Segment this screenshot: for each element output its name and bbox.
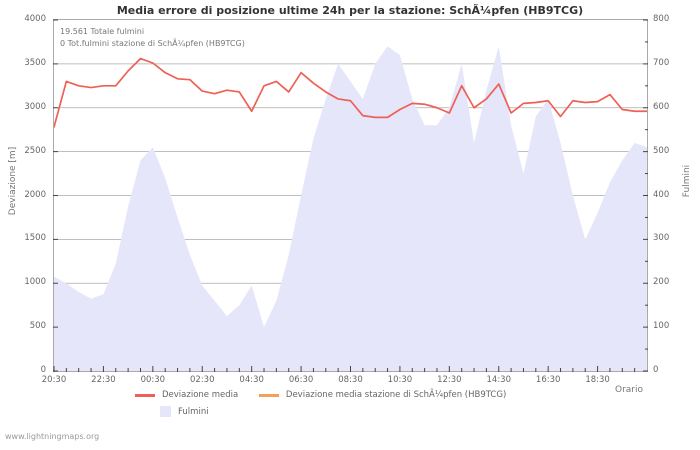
y-right-tick-label: 700 xyxy=(653,57,670,68)
annotation-total-lightning: 19.561 Totale fulmini xyxy=(60,27,145,36)
annotation-station-lightning: 0 Tot.fulmini stazione di SchÃ¼pfen (HB9… xyxy=(60,39,245,48)
y-right-tick-label: 200 xyxy=(653,277,670,288)
legend-label-deviazione-media: Deviazione media xyxy=(162,390,239,400)
x-tick-label: 14:30 xyxy=(486,375,512,385)
x-tick-label: 02:30 xyxy=(190,375,215,385)
x-tick-label: 10:30 xyxy=(387,375,413,385)
x-tick-label: 16:30 xyxy=(535,375,561,385)
plot-area xyxy=(53,19,648,372)
x-tick-label: 22:30 xyxy=(91,375,116,385)
legend-row-primary: Deviazione media Deviazione media stazio… xyxy=(135,390,524,401)
y-left-tick-label: 1500 xyxy=(24,233,46,244)
y-left-tick-label: 500 xyxy=(29,321,46,332)
legend-label-deviazione-stazione: Deviazione media stazione di SchÃ¼pfen (… xyxy=(285,390,507,400)
footer-url: www.lightningmaps.org xyxy=(5,432,100,441)
legend-swatch-line-orange xyxy=(258,393,279,397)
y-left-tick-label: 1000 xyxy=(24,277,46,288)
legend-swatch-box-lavender xyxy=(160,406,171,417)
x-tick-label: 18:30 xyxy=(585,375,610,385)
y-right-tick-label: 800 xyxy=(653,14,670,24)
x-axis-label: Orario xyxy=(615,385,644,395)
y-right-tick-label: 0 xyxy=(653,365,659,375)
plot-canvas xyxy=(54,46,647,371)
x-tick-label: 06:30 xyxy=(288,375,314,385)
y-left-tick-label: 4000 xyxy=(24,14,46,24)
y-right-tick-label: 600 xyxy=(653,101,670,112)
x-tick-label: 12:30 xyxy=(437,375,462,385)
x-tick-label: 08:30 xyxy=(338,375,363,385)
lightning-area-series xyxy=(54,46,647,371)
y-left-tick-label: 0 xyxy=(40,365,46,375)
y-right-tick-label: 100 xyxy=(653,321,670,332)
y-left-tick-label: 3500 xyxy=(24,57,46,68)
x-tick-label: 20:30 xyxy=(41,375,67,385)
y-right-tick-label: 300 xyxy=(653,233,670,244)
legend-swatch-line-red xyxy=(135,393,155,397)
legend-item-deviazione-media[interactable]: Deviazione media xyxy=(135,390,238,400)
y-left-tick-label: 2000 xyxy=(24,189,46,200)
y-left-tick-label: 3000 xyxy=(24,101,46,112)
y-right-tick-label: 500 xyxy=(653,145,670,156)
legend-item-deviazione-stazione[interactable]: Deviazione media stazione di SchÃ¼pfen (… xyxy=(258,390,507,400)
y-axis-left-label: Deviazione [m] xyxy=(8,146,18,216)
x-tick-label: 04:30 xyxy=(239,375,264,385)
y-axis-right-label: Fulmini xyxy=(682,164,692,198)
x-tick-label: 00:30 xyxy=(140,375,166,385)
legend-label-fulmini: Fulmini xyxy=(178,406,209,417)
y-left-tick-label: 2500 xyxy=(24,145,46,156)
page-title: Media errore di posizione ultime 24h per… xyxy=(116,4,584,17)
legend-item-fulmini[interactable]: Fulmini xyxy=(160,406,209,417)
y-right-tick-label: 400 xyxy=(653,189,670,200)
legend-row-secondary: Fulmini xyxy=(160,406,227,417)
deviation-line-series xyxy=(54,57,647,128)
